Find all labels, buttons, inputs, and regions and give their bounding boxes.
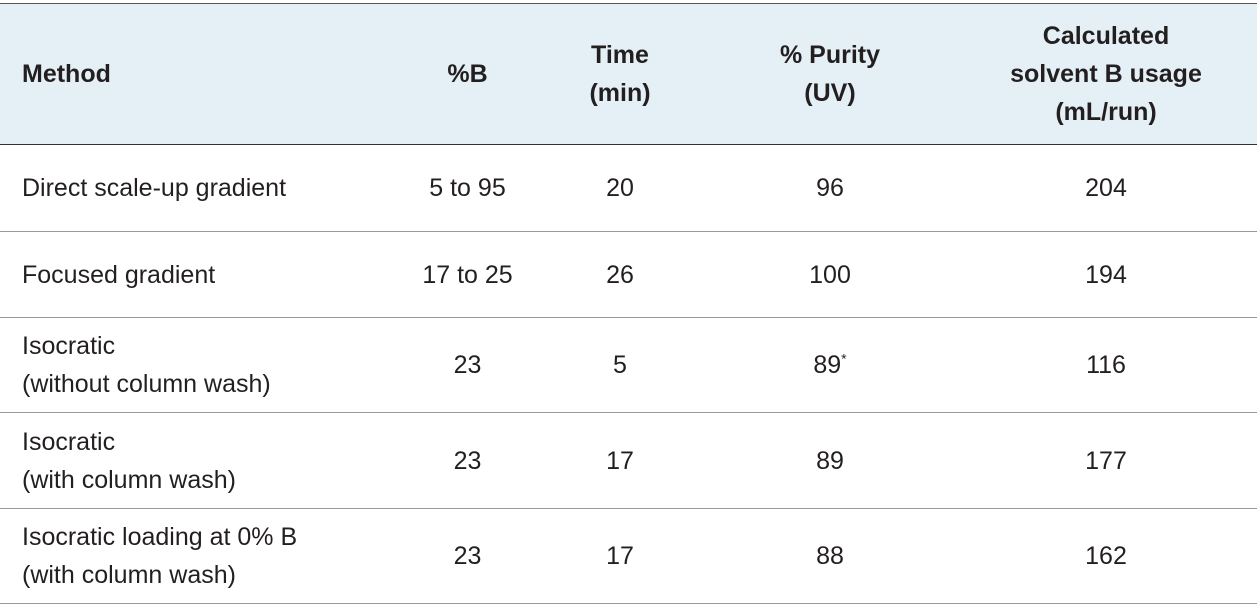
table-cell: Isocratic (with column wash) [0,412,400,509]
cell-line: Isocratic [22,427,116,456]
table-cell: 88 [705,508,955,604]
table-row: Isocratic (without column wash) 23 5 89* 116 [0,317,1257,413]
header-cell: Method [0,3,400,145]
table-cell: 5 to 95 [400,144,535,232]
table-body: Direct scale-up gradient 5 to 95 20 96 204 Fo… [0,144,1257,604]
cell-line: solvent B usage [1010,60,1202,88]
cell-text: 177 [1085,446,1127,475]
cell-text: %B [447,60,488,88]
cell-line: Isocratic loading at 0% B [22,523,298,551]
table-cell: 5 [535,317,705,413]
cell-text: 116 [1086,351,1126,379]
table-cell: 89 [705,412,955,509]
cell-text: 20 [606,174,634,202]
cell-line: (min) [589,79,651,107]
table-row: Focused gradient 17 to 25 26 100 194 [0,231,1257,318]
table-cell: 116 [955,317,1257,413]
table-cell: 17 [535,508,705,604]
table-cell: Isocratic loading at 0% B (with column wa… [0,508,400,604]
table-cell: Isocratic (without column wash) [0,317,400,413]
footnote-mark: * [841,350,847,367]
table-cell: 23 [400,508,535,604]
cell-text: 89 [816,446,844,475]
table-cell: 23 [400,412,535,509]
cell-text: 23 [453,351,482,379]
cell-text: 23 [453,542,482,570]
cell-line: Calculated [1042,22,1170,50]
cell-text: 17 [606,446,634,475]
cell-text: 194 [1085,260,1127,289]
results-table: Method %B Time (min) % Purity (UV) Calculated s… [0,3,1257,604]
table-cell: 20 [535,144,705,232]
table-cell: Direct scale-up gradient [0,144,400,232]
header-cell: Calculated solvent B usage (mL/run) [955,3,1257,145]
table-row: Isocratic (with column wash) 23 17 89 177 [0,412,1257,509]
cell-text: Direct scale-up gradient [22,174,287,202]
cell-line: Time [591,41,649,69]
table-cell: 96 [705,144,955,232]
cell-text: 26 [606,260,634,289]
table-cell: 162 [955,508,1257,604]
header-cell: % Purity (UV) [705,3,955,145]
header-cell: %B [400,3,535,145]
table-cell: 177 [955,412,1257,509]
cell-text: Focused gradient [22,260,216,289]
cell-text: 100 [809,260,851,289]
cell-text: 23 [453,446,482,475]
cell-value: 89 [813,351,842,379]
header-row: Method %B Time (min) % Purity (UV) Calculated s… [0,3,1257,145]
cell-text: 5 to 95 [429,174,506,202]
cell-line: % Purity [779,41,881,69]
cell-text: 17 [606,542,634,570]
table-cell: Focused gradient [0,231,400,318]
cell-text: 96 [816,174,844,202]
table-cell: 194 [955,231,1257,318]
cell-text: 204 [1085,174,1127,202]
table-cell: 204 [955,144,1257,232]
cell-line: (with column wash) [22,465,236,494]
cell-line: Isocratic [22,332,116,360]
table-container: Method %B Time (min) % Purity (UV) Calculated s… [0,3,1257,604]
table-row: Direct scale-up gradient 5 to 95 20 96 204 [0,144,1257,232]
cell-text: 17 to 25 [422,260,513,289]
table-cell: 17 [535,412,705,509]
cell-line: (without column wash) [22,370,271,398]
cell-line: (with column wash) [22,561,236,589]
cell-text: 88 [816,542,844,570]
table-cell: 17 to 25 [400,231,535,318]
table-cell: 26 [535,231,705,318]
cell-line: (mL/run) [1055,98,1157,126]
header-cell: Time (min) [535,3,705,145]
cell-line: (UV) [804,79,856,107]
table-cell: 23 [400,317,535,413]
table-cell: 89* [705,317,955,413]
cell-text: Method [22,60,111,88]
table-row: Isocratic loading at 0% B (with column wa… [0,508,1257,604]
cell-text: 5 [613,351,627,379]
table-cell: 100 [705,231,955,318]
cell-text: 162 [1085,542,1127,570]
